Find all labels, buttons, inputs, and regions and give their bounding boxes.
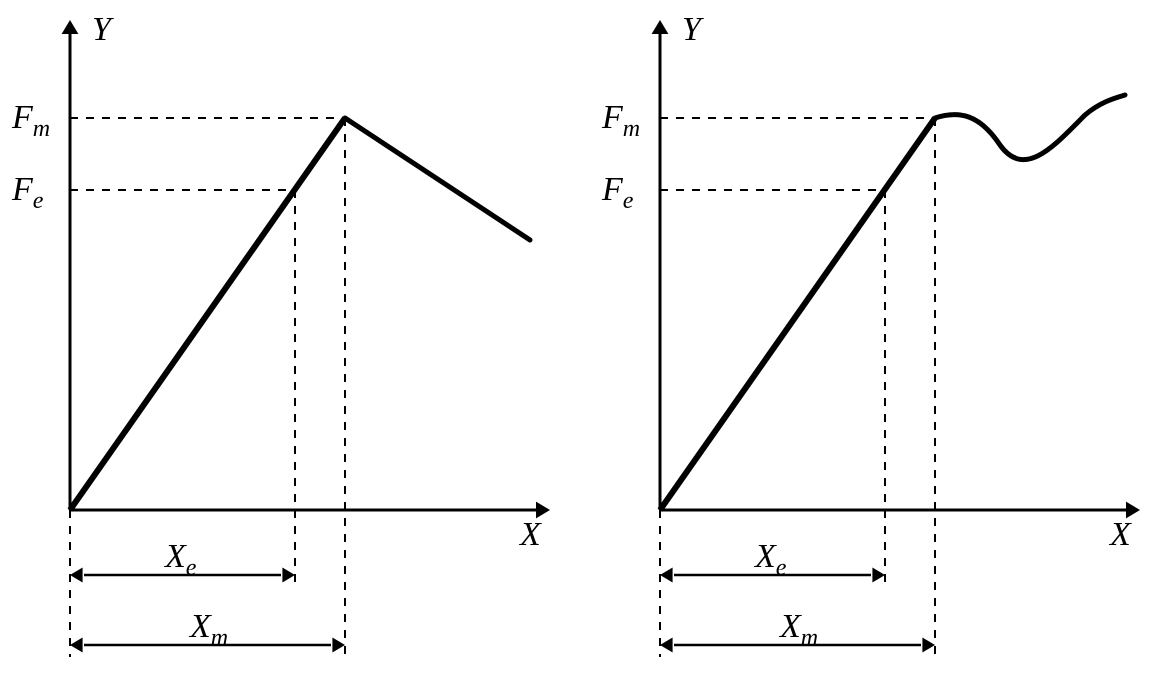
svg-text:X: X <box>1108 516 1132 553</box>
svg-text:Fm: Fm <box>11 99 50 142</box>
svg-text:Xm: Xm <box>188 608 228 651</box>
svg-text:Y: Y <box>682 11 704 48</box>
svg-text:Fe: Fe <box>11 171 44 214</box>
svg-text:Y: Y <box>92 11 114 48</box>
svg-text:X: X <box>518 516 542 553</box>
diagram-svg: X Y Fm Fe Xe Xm X Y Fm Fe Xe Xm <box>0 0 1164 696</box>
svg-text:Fe: Fe <box>601 171 634 214</box>
svg-text:Xe: Xe <box>163 538 197 581</box>
svg-text:Xm: Xm <box>778 608 818 651</box>
svg-text:Fm: Fm <box>601 99 640 142</box>
svg-text:Xe: Xe <box>753 538 787 581</box>
